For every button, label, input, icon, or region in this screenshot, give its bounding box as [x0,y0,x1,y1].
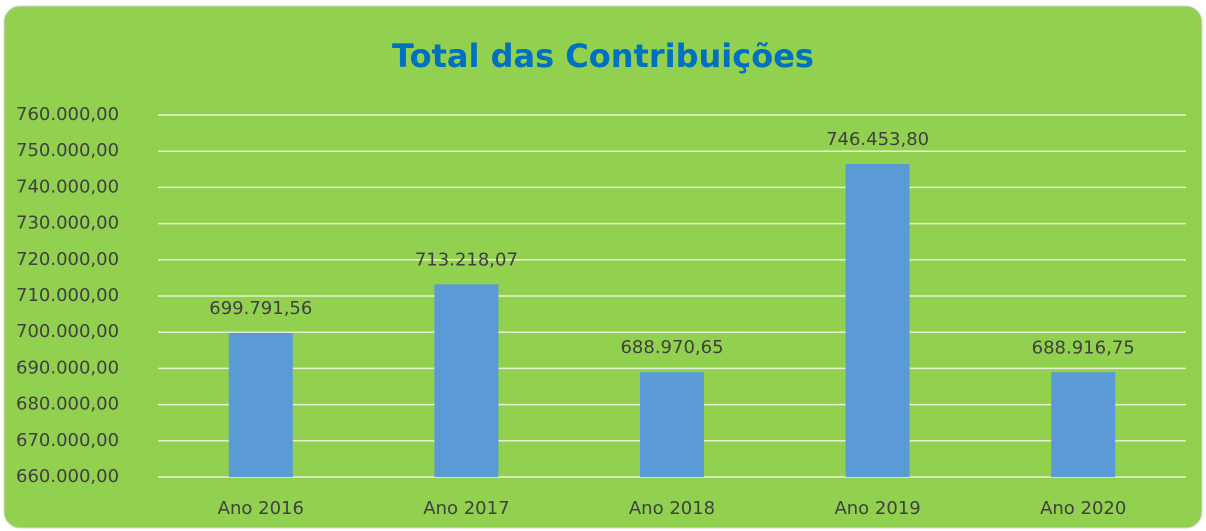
y-tick-label: 710.000,00 [16,285,119,306]
y-tick-label: 660.000,00 [16,466,119,487]
y-tick-label: 680.000,00 [16,394,119,415]
bar [434,284,499,477]
y-tick-label: 750.000,00 [16,140,119,161]
x-tick-label: Ano 2019 [834,498,920,519]
data-label: 713.218,07 [415,249,518,270]
bar [845,164,910,478]
bar [228,332,293,477]
bar [1051,372,1116,477]
data-label: 746.453,80 [826,129,929,150]
y-tick-label: 760.000,00 [16,104,119,125]
x-tick-label: Ano 2020 [1040,498,1126,519]
y-tick-label: 690.000,00 [16,357,119,378]
y-tick-label: 720.000,00 [16,249,119,270]
x-tick-label: Ano 2018 [629,498,715,519]
y-tick-label: 700.000,00 [16,321,119,342]
chart-background [3,5,1203,529]
x-tick-label: Ano 2016 [218,498,304,519]
x-tick-label: Ano 2017 [423,498,509,519]
data-label: 699.791,56 [209,298,312,319]
y-tick-label: 740.000,00 [16,176,119,197]
chart-title: Total das Contribuições [392,37,814,75]
bar [640,372,704,477]
data-label: 688.970,65 [620,337,723,358]
y-tick-label: 730.000,00 [16,213,119,234]
data-label: 688.916,75 [1032,337,1135,358]
y-tick-label: 670.000,00 [16,430,119,451]
